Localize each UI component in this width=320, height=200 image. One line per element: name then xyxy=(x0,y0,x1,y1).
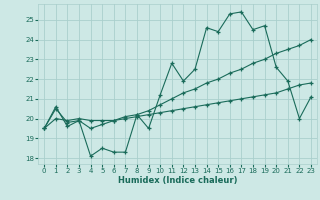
X-axis label: Humidex (Indice chaleur): Humidex (Indice chaleur) xyxy=(118,176,237,185)
